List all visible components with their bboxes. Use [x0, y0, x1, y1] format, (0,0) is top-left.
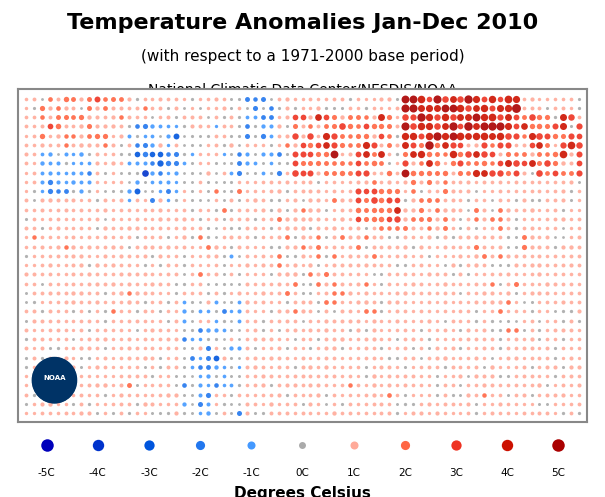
Text: (with respect to a 1971-2000 base period): (with respect to a 1971-2000 base period… [141, 49, 464, 64]
Text: -4C: -4C [89, 468, 106, 478]
Text: National Climatic Data Center/NESDIS/NOAA: National Climatic Data Center/NESDIS/NOA… [148, 83, 457, 96]
Text: -1C: -1C [243, 468, 260, 478]
Text: 1C: 1C [347, 468, 361, 478]
Text: Degrees Celsius: Degrees Celsius [234, 486, 371, 497]
Text: -2C: -2C [191, 468, 209, 478]
Text: 5C: 5C [551, 468, 566, 478]
Text: NOAA: NOAA [43, 375, 66, 381]
Text: 3C: 3C [449, 468, 463, 478]
Text: -5C: -5C [38, 468, 56, 478]
Text: -3C: -3C [140, 468, 158, 478]
Text: Temperature Anomalies Jan-Dec 2010: Temperature Anomalies Jan-Dec 2010 [67, 13, 538, 33]
Text: 4C: 4C [500, 468, 514, 478]
Circle shape [33, 358, 76, 403]
Text: 2C: 2C [398, 468, 412, 478]
Text: 0C: 0C [296, 468, 309, 478]
